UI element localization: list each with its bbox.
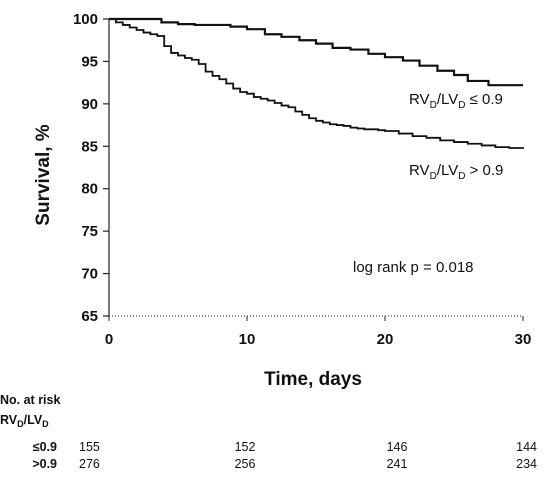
log-rank-annotation: log rank p = 0.018 (353, 259, 474, 276)
risk-row-label: >0.9 (32, 457, 57, 471)
x-tick-label: 20 (377, 331, 394, 348)
y-tick-label: 65 (81, 308, 98, 325)
risk-table-title: No. at risk (0, 393, 60, 407)
risk-count: 276 (79, 457, 100, 471)
risk-count: 152 (235, 440, 256, 454)
x-tick-label: 0 (105, 331, 113, 348)
survival-curve-gt-0-9 (109, 18, 524, 149)
y-axis-title: Survival, % (33, 124, 54, 225)
series-label-le: RVD/LVD ≤ 0.9 (409, 91, 503, 111)
y-tick-label: 75 (81, 223, 98, 240)
y-tick-label: 95 (81, 53, 98, 70)
risk-count: 155 (79, 440, 100, 454)
y-tick-label: 80 (81, 181, 98, 198)
survival-curves (109, 17, 524, 149)
axes (108, 19, 523, 317)
risk-count: 241 (387, 457, 408, 471)
survival-curve-le-0-9 (109, 17, 523, 87)
risk-count: 144 (516, 440, 537, 454)
x-axis-title: Time, days (264, 369, 362, 390)
risk-row-label: ≤0.9 (33, 440, 57, 454)
y-tick-label: 90 (81, 96, 98, 113)
series-label-gt: RVD/LVD > 0.9 (409, 162, 503, 182)
x-tick-label: 30 (515, 331, 532, 348)
x-ticks: 0 10 20 30 (105, 316, 532, 348)
y-tick-label: 70 (81, 266, 98, 283)
x-tick-label: 10 (239, 331, 256, 348)
y-tick-label: 85 (81, 138, 98, 155)
risk-count: 146 (387, 440, 408, 454)
y-ticks: 65 70 75 80 85 90 95 100 (73, 11, 109, 325)
risk-count: 256 (235, 457, 256, 471)
risk-table: No. at risk RVD/LVD ≤0.9 155 152 146 144 >0.9… (0, 393, 537, 471)
y-tick-label: 100 (73, 11, 98, 28)
risk-count: 234 (516, 457, 537, 471)
risk-rows: ≤0.9 155 152 146 144 >0.9 276 256 241 234 (32, 440, 537, 471)
risk-table-group: RVD/LVD (0, 413, 49, 429)
